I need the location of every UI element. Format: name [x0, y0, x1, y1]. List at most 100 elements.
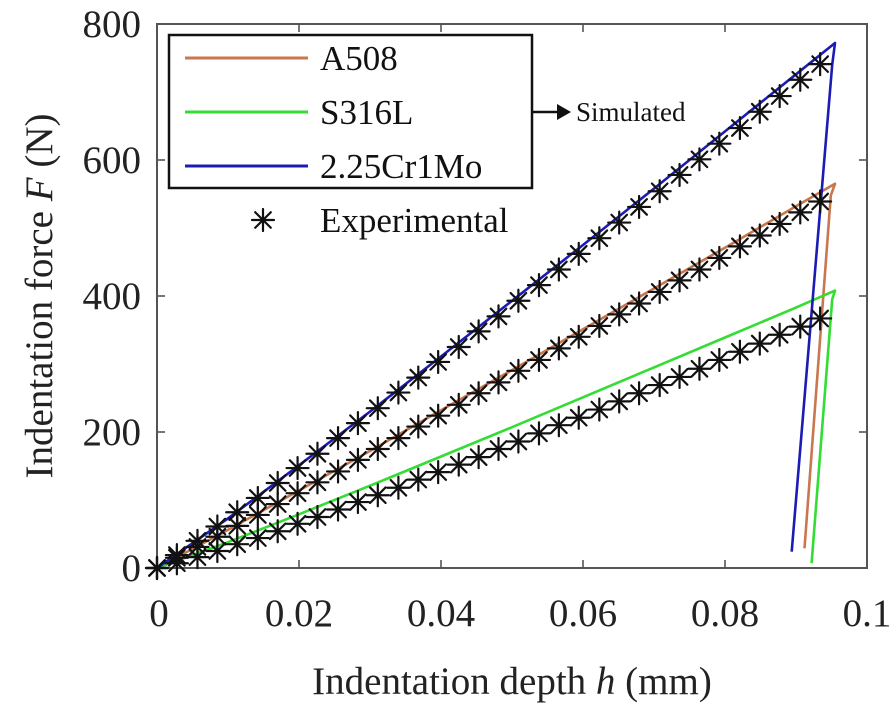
experimental-point: [365, 483, 390, 508]
experimental-point: [607, 389, 632, 414]
experimental-point: [747, 331, 772, 356]
x-tick-label: 0.1: [843, 592, 892, 635]
experimental-point: [808, 306, 833, 331]
experimental-point: [164, 551, 189, 576]
y-tick-labels: 0 200 400 600 800: [83, 3, 142, 590]
experimental-point: [566, 405, 591, 430]
experimental-point: [707, 131, 732, 156]
experimental-point: [345, 447, 371, 472]
experimental-point: [808, 52, 833, 77]
experimental-point: [667, 268, 692, 293]
experimental-markers-s316l: [144, 306, 833, 581]
experimental-point: [486, 436, 511, 462]
experimental-point: [225, 532, 250, 557]
experimental-point: [285, 511, 310, 536]
y-tick-label: 800: [83, 3, 142, 46]
experimental-point: [345, 489, 371, 515]
experimental-point: [185, 545, 210, 570]
experimental-point: [365, 396, 390, 421]
experimental-point: [506, 429, 531, 454]
experimental-point: [406, 414, 431, 439]
y-tick-label: 0: [122, 547, 142, 590]
experimental-point: [486, 304, 511, 329]
experimental-point: [808, 189, 833, 214]
experimental-point: [526, 273, 552, 298]
experimental-point: [245, 525, 270, 551]
experimental-point: [626, 291, 652, 316]
experimental-point: [506, 358, 531, 383]
experimental-point: [446, 334, 471, 360]
experimental-point: [566, 241, 591, 266]
experimental-point: [305, 504, 330, 530]
legend-label-s316l: S316L: [320, 93, 413, 132]
experimental-point: [667, 364, 692, 390]
experimental-point: [325, 426, 351, 451]
y-tick-label: 600: [83, 139, 142, 182]
experimental-point: [727, 339, 753, 364]
experimental-point: [587, 226, 612, 251]
experimental-point: [546, 257, 571, 282]
legend-label-a508: A508: [320, 39, 398, 78]
x-tick-label: 0.06: [549, 592, 617, 635]
experimental-point: [587, 397, 612, 422]
experimental-point: [486, 370, 511, 395]
experimental-point: [386, 380, 411, 405]
experimental-point: [687, 147, 712, 172]
experimental-point: [747, 99, 772, 124]
experimental-point: [305, 470, 330, 495]
experimental-point: [647, 179, 672, 204]
experimental-point: [426, 349, 451, 375]
experimental-point: [325, 497, 351, 522]
x-tick-label: 0.04: [407, 592, 475, 635]
experimental-point: [788, 200, 813, 225]
annotation-label-simulated: Simulated: [576, 97, 686, 127]
experimental-point: [446, 452, 471, 477]
experimental-point: [285, 481, 310, 506]
experimental-point: [245, 502, 270, 528]
simulated-annotation: Simulated: [532, 97, 686, 127]
y-tick-label: 400: [83, 275, 142, 318]
x-tick-label: 0.08: [691, 592, 759, 635]
experimental-point: [446, 392, 471, 417]
experimental-point: [727, 115, 753, 141]
asterisk-icon: [250, 207, 276, 233]
experimental-point: [265, 470, 290, 496]
experimental-point: [325, 459, 351, 484]
experimental-point: [607, 302, 632, 327]
experimental-point: [386, 426, 411, 451]
experimental-point: [526, 421, 552, 446]
simulated-line-s316l: [156, 289, 837, 570]
experimental-point: [305, 441, 330, 466]
experimental-point: [687, 257, 712, 282]
experimental-point: [345, 411, 371, 436]
experimental-point: [386, 475, 411, 500]
y-axis-title: Indentation force F (N): [18, 114, 61, 479]
experimental-point: [566, 324, 591, 349]
x-tick-label: 0.02: [265, 592, 333, 635]
experimental-point: [727, 234, 753, 259]
experimental-point: [707, 245, 732, 271]
experimental-point: [747, 223, 772, 248]
experimental-point: [265, 519, 290, 544]
legend-label-experimental: Experimental: [320, 201, 509, 240]
arrow-right-icon: [557, 104, 571, 120]
experimental-point: [587, 313, 612, 339]
experimental-point: [144, 555, 170, 581]
experimental-point: [546, 336, 571, 361]
experimental-point: [788, 314, 813, 339]
experimental-point: [647, 279, 672, 305]
experimental-point: [506, 288, 531, 313]
experimental-point: [205, 538, 230, 564]
experimental-point: [687, 356, 712, 381]
experimental-point: [647, 372, 672, 398]
legend-marker-experimental-asterisk-icon: [250, 207, 276, 233]
y-tick-label: 200: [83, 411, 142, 454]
experimental-point: [406, 467, 431, 492]
experimental-point: [285, 455, 310, 481]
experimental-series: [144, 52, 833, 581]
experimental-point: [406, 365, 431, 390]
legend-label-2-25cr1mo: 2.25Cr1Mo: [320, 147, 482, 186]
experimental-point: [767, 322, 792, 347]
experimental-point: [626, 381, 652, 406]
